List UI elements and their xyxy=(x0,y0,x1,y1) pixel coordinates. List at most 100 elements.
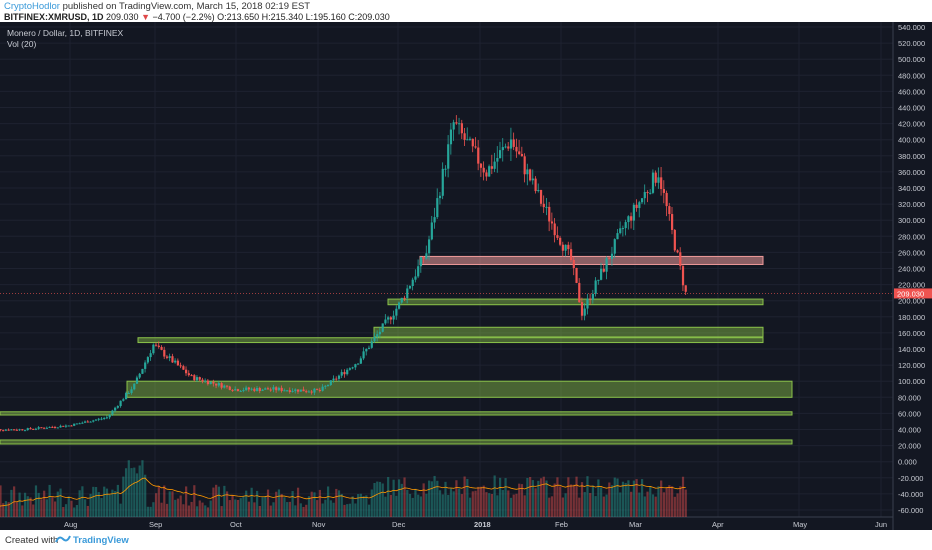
candle-body xyxy=(146,357,150,363)
candle-body xyxy=(247,387,251,390)
candle-body xyxy=(75,423,79,425)
volume-bar xyxy=(2,503,5,517)
candle-body xyxy=(119,400,122,407)
volume-bar xyxy=(496,495,499,517)
volume-bar xyxy=(621,481,625,517)
chart-header: CryptoHodlor published on TradingView.co… xyxy=(0,0,932,22)
volume-bar xyxy=(458,488,461,517)
candle-body xyxy=(649,192,652,194)
volume-bar xyxy=(21,505,24,517)
candle-body xyxy=(245,387,248,391)
volume-bar xyxy=(231,495,234,517)
publish-info: CryptoHodlor published on TradingView.co… xyxy=(4,1,310,12)
volume-bar xyxy=(479,486,483,517)
candle-body xyxy=(291,391,294,393)
volume-bar xyxy=(198,500,201,517)
candle-body xyxy=(78,423,81,425)
x-tick-label: Jun xyxy=(875,520,887,529)
candle-body xyxy=(654,172,657,183)
symbol-info: BITFINEX:XMRUSD, 1D 209.030 ▼ −4.700 (−2… xyxy=(4,12,390,22)
candle-body xyxy=(231,389,234,391)
volume-bar xyxy=(493,475,496,517)
candle-body xyxy=(133,383,136,390)
volume-bar xyxy=(34,485,38,517)
candle-body xyxy=(419,257,423,267)
candle-body xyxy=(332,378,335,381)
volume-bar xyxy=(387,477,390,517)
candle-body xyxy=(362,351,365,359)
volume-bar xyxy=(359,493,362,517)
candle-body xyxy=(597,279,600,281)
volume-bar xyxy=(179,495,182,517)
candle-body xyxy=(18,429,21,431)
volume-bar xyxy=(406,489,409,517)
volume-bar xyxy=(146,506,150,517)
volume-bar xyxy=(397,479,401,517)
candle-body xyxy=(455,122,458,124)
volume-bar xyxy=(602,496,605,517)
volume-bar xyxy=(133,467,136,517)
volume-bar xyxy=(447,494,450,517)
candle-body xyxy=(351,367,354,369)
volume-bar xyxy=(329,500,332,517)
volume-bar xyxy=(589,493,592,517)
volume-bar xyxy=(149,506,152,517)
candle-body xyxy=(460,123,463,134)
candle-body xyxy=(414,276,417,280)
candle-body xyxy=(520,153,524,157)
candle-body xyxy=(100,418,103,420)
volume-bar xyxy=(116,484,119,517)
candle-body xyxy=(681,266,685,286)
volume-bar xyxy=(160,502,163,517)
candle-body xyxy=(504,146,507,148)
volume-bar xyxy=(643,496,646,517)
candle-body xyxy=(537,189,540,192)
volume-bar xyxy=(509,497,513,517)
volume-bar xyxy=(212,487,215,517)
candle-body xyxy=(608,258,611,260)
volume-bar xyxy=(144,474,147,517)
published-text: published on TradingView.com, March 15, … xyxy=(62,1,311,12)
y-tick-label: 340.000 xyxy=(898,184,925,193)
candle-body xyxy=(204,380,207,382)
chart-canvas[interactable]: 540.000 520.000 500.000 480.000 460.000 440.0… xyxy=(0,22,932,530)
volume-bar xyxy=(103,486,106,517)
candle-body xyxy=(310,391,313,393)
candle-body xyxy=(441,168,444,196)
volume-bar xyxy=(679,486,682,517)
volume-bar xyxy=(378,481,382,517)
volume-bar xyxy=(630,491,633,517)
volume-bar xyxy=(64,504,68,517)
candle-body xyxy=(258,388,261,391)
author-link[interactable]: CryptoHodlor xyxy=(4,1,60,12)
candle-body xyxy=(395,308,398,316)
price-chart[interactable]: 540.000 520.000 500.000 480.000 460.000 440.0… xyxy=(0,22,932,530)
candle-body xyxy=(381,323,384,332)
volume-bar xyxy=(460,494,463,517)
candle-body xyxy=(84,421,87,423)
volume-bar xyxy=(277,489,281,517)
candle-body xyxy=(29,428,32,430)
support-zone xyxy=(126,380,793,398)
ohlc-values: O:213.650 H:215.340 L:195.160 C:209.030 xyxy=(217,12,390,22)
volume-bar xyxy=(261,497,264,517)
volume-bar xyxy=(572,484,575,517)
candle-body xyxy=(195,377,199,381)
candle-body xyxy=(684,285,687,292)
candle-body xyxy=(59,425,62,428)
tradingview-logo-icon xyxy=(55,535,71,543)
volume-bar xyxy=(239,498,242,517)
volume-bar xyxy=(537,480,540,517)
volume-bar xyxy=(346,504,349,517)
y-tick-label: 180.000 xyxy=(898,313,925,322)
volume-bar xyxy=(534,488,537,517)
volume-bar xyxy=(597,479,600,517)
x-tick-label: Feb xyxy=(555,520,568,529)
tradingview-brand[interactable]: TradingView xyxy=(73,535,129,546)
candle-body xyxy=(277,387,281,391)
volume-bar xyxy=(567,477,570,517)
candle-body xyxy=(668,206,671,215)
volume-bar xyxy=(646,491,649,517)
candle-body xyxy=(155,344,158,346)
candle-body xyxy=(408,286,412,289)
